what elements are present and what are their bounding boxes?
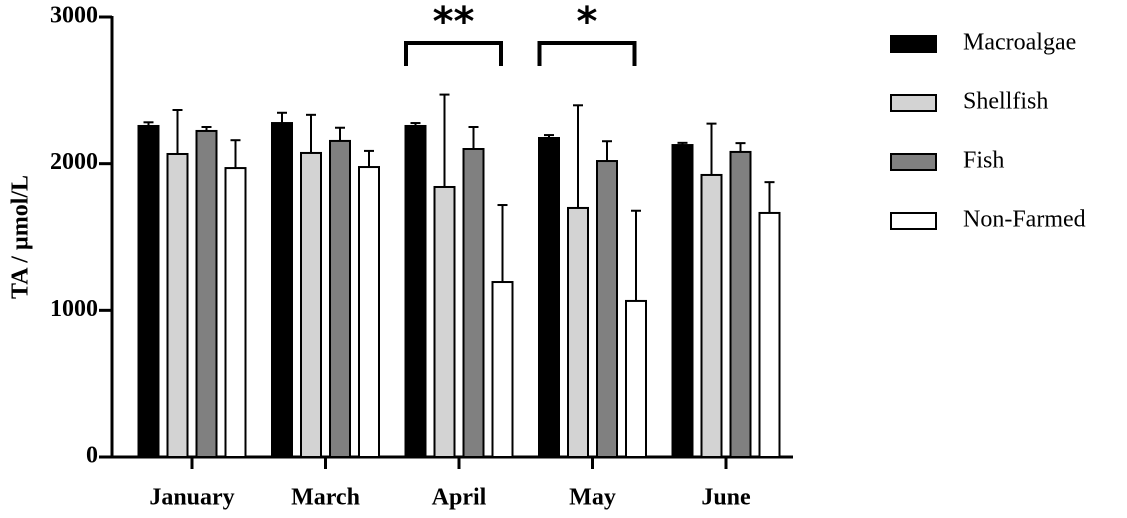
bar <box>433 185 456 458</box>
significance-bracket <box>537 41 637 66</box>
bar <box>729 150 752 459</box>
legend-swatch <box>890 212 937 230</box>
x-tick-label: April <box>432 485 487 511</box>
significance-bracket <box>404 41 503 66</box>
x-tick-label: January <box>149 485 234 511</box>
bar <box>404 124 427 459</box>
legend-label: Fish <box>963 148 1004 174</box>
x-tick-label: June <box>701 485 751 511</box>
bar <box>224 167 247 458</box>
legend-label: Non-Farmed <box>963 207 1086 233</box>
bar <box>671 144 694 458</box>
legend-swatch <box>890 153 937 171</box>
bar <box>700 173 723 459</box>
bar <box>462 148 485 458</box>
bar <box>271 122 293 458</box>
legend-label: Shellfish <box>963 89 1048 115</box>
bar <box>300 151 322 459</box>
bar <box>358 166 380 458</box>
bar <box>195 129 218 459</box>
significance-label: ** <box>433 0 475 45</box>
y-tick-label: 0 <box>86 443 98 469</box>
legend-swatch <box>890 94 937 112</box>
significance-label: * <box>577 0 598 45</box>
bar <box>625 299 647 458</box>
bar <box>538 137 560 458</box>
y-tick-label: 1000 <box>50 296 98 322</box>
bar <box>596 160 618 458</box>
legend-swatch <box>890 35 937 53</box>
y-axis-label: TA / µmol/L <box>8 175 34 299</box>
y-tick-label: 3000 <box>50 3 98 29</box>
bar <box>329 139 351 459</box>
y-tick-label: 2000 <box>50 149 98 175</box>
bar <box>491 281 514 458</box>
x-tick-label: May <box>569 485 616 511</box>
bar <box>758 211 781 458</box>
x-tick-label: March <box>291 485 360 511</box>
bar <box>166 152 189 458</box>
bar <box>567 206 589 458</box>
legend-label: Macroalgae <box>963 30 1076 56</box>
bar <box>137 124 160 459</box>
